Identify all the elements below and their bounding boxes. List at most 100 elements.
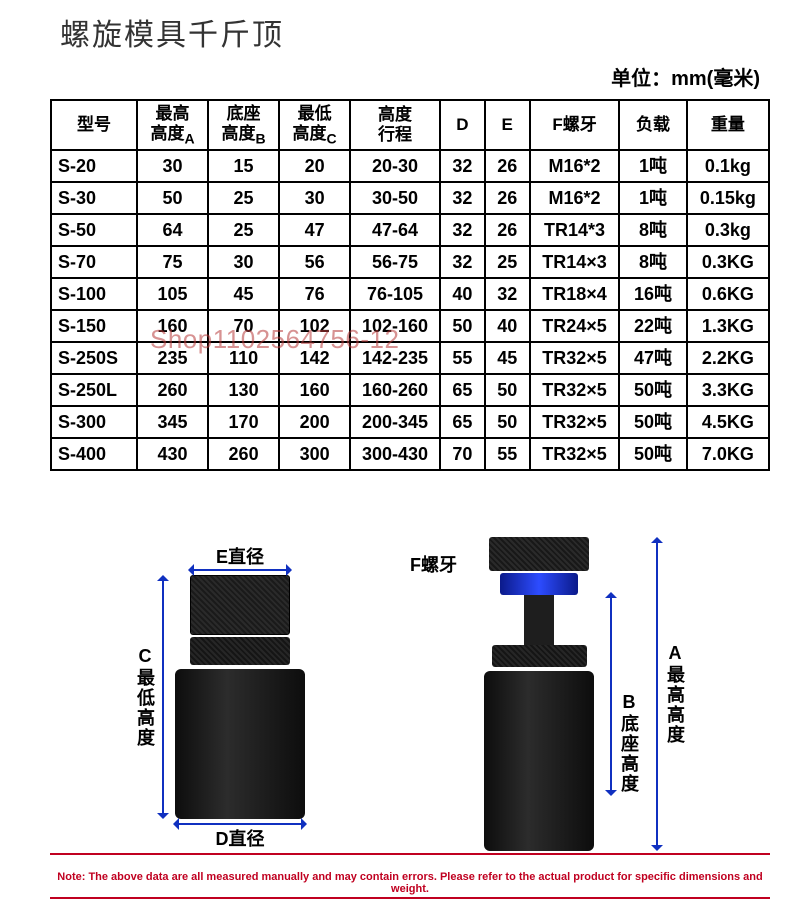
arrow-C: [162, 577, 164, 817]
table-cell: 65: [440, 406, 485, 438]
table-cell: 40: [485, 310, 530, 342]
table-cell: 40: [440, 278, 485, 310]
spec-table: 型号最高高度A底座高度B最低高度C高度行程DEF螺牙负载重量 S-2030152…: [50, 99, 770, 471]
table-cell: S-100: [51, 278, 137, 310]
table-cell: M16*2: [530, 150, 620, 182]
table-cell: 8吨: [619, 214, 686, 246]
table-cell: 50: [440, 310, 485, 342]
table-cell: 4.5KG: [687, 406, 769, 438]
table-row: S-15016070102102-1605040TR24×522吨1.3KG: [51, 310, 769, 342]
table-cell: S-70: [51, 246, 137, 278]
table-cell: 26: [485, 150, 530, 182]
table-cell: 76: [279, 278, 350, 310]
table-cell: 32: [440, 182, 485, 214]
diagram-area: C最低高度 E直径 D直径 F螺牙: [50, 491, 770, 851]
table-header-cell: 最高高度A: [137, 100, 208, 150]
table-cell: 55: [440, 342, 485, 374]
table-cell: 130: [208, 374, 279, 406]
table-cell: 22吨: [619, 310, 686, 342]
table-row: S-250L260130160160-2606550TR32×550吨3.3KG: [51, 374, 769, 406]
table-cell: 430: [137, 438, 208, 470]
jack-collapsed: C最低高度 E直径 D直径: [132, 543, 310, 851]
table-cell: 7.0KG: [687, 438, 769, 470]
table-cell: S-30: [51, 182, 137, 214]
table-row: S-300345170200200-3456550TR32×550吨4.5KG: [51, 406, 769, 438]
table-cell: 3.3KG: [687, 374, 769, 406]
table-header-cell: E: [485, 100, 530, 150]
table-cell: 50: [137, 182, 208, 214]
table-header-cell: F螺牙: [530, 100, 620, 150]
table-cell: 56: [279, 246, 350, 278]
table-cell: 102-160: [350, 310, 440, 342]
table-cell: 47-64: [350, 214, 440, 246]
table-cell: TR32×5: [530, 438, 620, 470]
table-cell: 2.2KG: [687, 342, 769, 374]
table-cell: 235: [137, 342, 208, 374]
table-cell: 76-105: [350, 278, 440, 310]
table-cell: 30: [208, 246, 279, 278]
table-cell: 64: [137, 214, 208, 246]
table-cell: 55: [485, 438, 530, 470]
table-cell: S-250S: [51, 342, 137, 374]
table-cell: 45: [485, 342, 530, 374]
table-cell: 30: [137, 150, 208, 182]
table-cell: 50吨: [619, 406, 686, 438]
table-cell: 142: [279, 342, 350, 374]
table-cell: TR32×5: [530, 342, 620, 374]
table-cell: 32: [440, 150, 485, 182]
table-cell: 105: [137, 278, 208, 310]
table-cell: 102: [279, 310, 350, 342]
table-cell: TR14×3: [530, 246, 620, 278]
label-B: B底座高度: [616, 692, 642, 794]
table-cell: 200-345: [350, 406, 440, 438]
arrow-A: [656, 539, 658, 849]
table-cell: 56-75: [350, 246, 440, 278]
table-cell: 300-430: [350, 438, 440, 470]
table-cell: 1吨: [619, 150, 686, 182]
table-cell: 25: [208, 182, 279, 214]
table-header-cell: 负载: [619, 100, 686, 150]
table-header-cell: 高度行程: [350, 100, 440, 150]
table-row: S-100105457676-1054032TR18×416吨0.6KG: [51, 278, 769, 310]
table-cell: TR18×4: [530, 278, 620, 310]
table-header-cell: D: [440, 100, 485, 150]
table-cell: S-400: [51, 438, 137, 470]
table-cell: 0.3KG: [687, 246, 769, 278]
table-cell: S-250L: [51, 374, 137, 406]
table-cell: 260: [208, 438, 279, 470]
table-row: S-400430260300300-4307055TR32×550吨7.0KG: [51, 438, 769, 470]
label-C: C最低高度: [132, 646, 158, 748]
table-cell: 30-50: [350, 182, 440, 214]
table-cell: 142-235: [350, 342, 440, 374]
arrow-B: [610, 594, 612, 794]
unit-label: 单位：mm(毫米): [50, 62, 770, 91]
table-cell: 26: [485, 182, 530, 214]
table-cell: 32: [440, 214, 485, 246]
table-cell: 45: [208, 278, 279, 310]
table-cell: 0.6KG: [687, 278, 769, 310]
label-F: F螺牙: [410, 551, 457, 577]
table-cell: 20: [279, 150, 350, 182]
label-D: D直径: [216, 825, 265, 851]
table-cell: S-20: [51, 150, 137, 182]
table-cell: 50: [485, 374, 530, 406]
arrow-D: [175, 823, 305, 825]
table-row: S-7075305656-753225TR14×38吨0.3KG: [51, 246, 769, 278]
table-row: S-3050253030-503226M16*21吨0.15kg: [51, 182, 769, 214]
table-cell: 26: [485, 214, 530, 246]
label-A: A最高高度: [662, 643, 688, 745]
label-E: E直径: [216, 543, 264, 569]
table-cell: 110: [208, 342, 279, 374]
arrow-E: [190, 569, 290, 571]
table-header-cell: 型号: [51, 100, 137, 150]
table-cell: 50吨: [619, 438, 686, 470]
table-cell: 260: [137, 374, 208, 406]
table-cell: 8吨: [619, 246, 686, 278]
table-cell: 1.3KG: [687, 310, 769, 342]
table-cell: TR24×5: [530, 310, 620, 342]
table-cell: 16吨: [619, 278, 686, 310]
table-cell: 47: [279, 214, 350, 246]
table-cell: 15: [208, 150, 279, 182]
table-cell: TR32×5: [530, 374, 620, 406]
divider-bottom: [50, 897, 770, 899]
